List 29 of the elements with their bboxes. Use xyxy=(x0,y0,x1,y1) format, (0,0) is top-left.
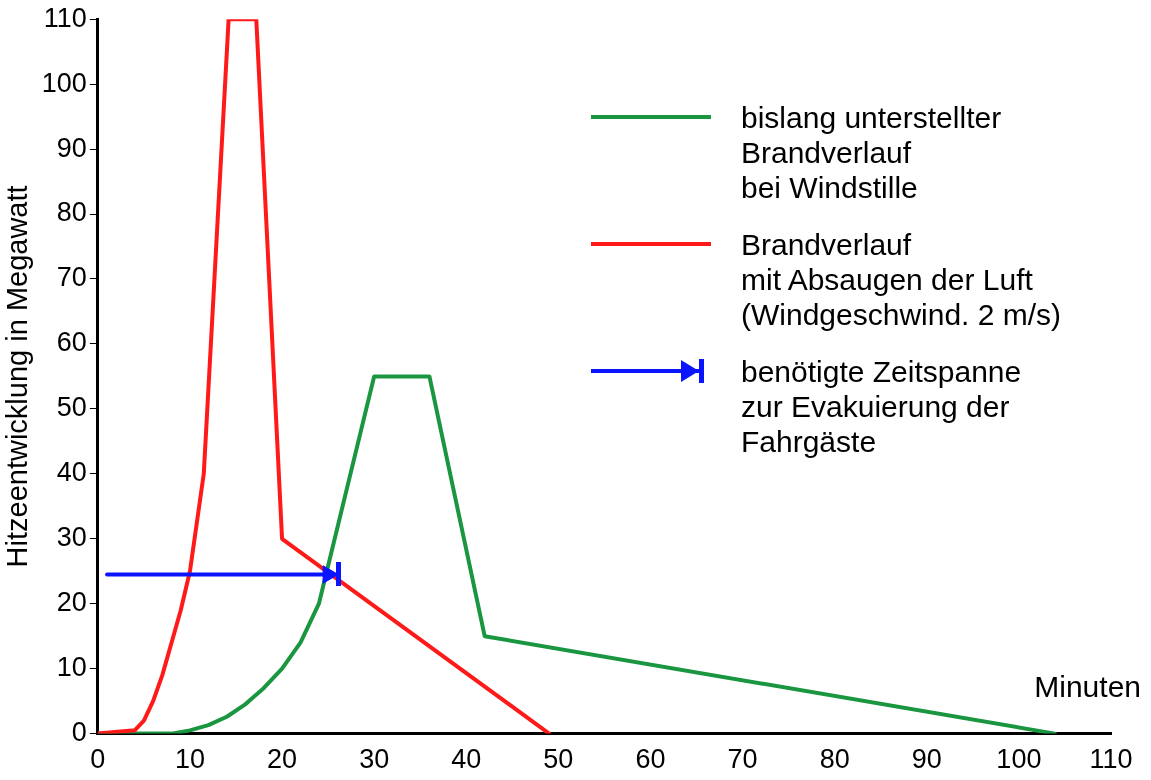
x-tick-label: 0 xyxy=(90,744,106,775)
x-tick-label: 20 xyxy=(267,744,298,775)
x-tick-label: 30 xyxy=(359,744,390,775)
legend-label: benötigte Zeitspanne zur Evakuierung der Fahrgäste xyxy=(741,354,1022,459)
y-tick-label: 60 xyxy=(56,327,87,358)
y-tick-label: 50 xyxy=(56,392,87,423)
x-tick-label: 100 xyxy=(996,744,1042,775)
y-tick-label: 70 xyxy=(56,262,87,293)
x-axis-title: Minuten xyxy=(1034,669,1141,703)
x-tick-label: 110 xyxy=(1089,744,1133,775)
y-axis-title: Hitzeentwicklung in Megawatt xyxy=(1,185,34,568)
x-tick-label: 90 xyxy=(911,744,942,775)
y-tick-label: 100 xyxy=(41,67,87,98)
y-tick-label: 0 xyxy=(71,717,87,748)
y-tick-label: 80 xyxy=(56,197,87,228)
x-tick-label: 50 xyxy=(543,744,574,775)
y-tick-label: 30 xyxy=(56,522,87,553)
x-tick-label: 70 xyxy=(727,744,758,775)
y-tick-label: 20 xyxy=(56,587,87,618)
x-tick-label: 10 xyxy=(174,744,205,775)
x-tick-label: 60 xyxy=(635,744,666,775)
y-tick-label: 110 xyxy=(43,2,87,33)
y-tick-label: 10 xyxy=(56,652,87,683)
y-tick-label: 90 xyxy=(56,132,87,163)
x-tick-label: 40 xyxy=(451,744,482,775)
x-tick-label: 80 xyxy=(819,744,850,775)
legend-label: Brandverlauf mit Absaugen der Luft (Windgeschwind. 2 m/s) xyxy=(741,227,1062,332)
legend-label: bislang unterstellter Brandverlauf bei Windstille xyxy=(741,100,1002,205)
y-tick-label: 40 xyxy=(56,457,87,488)
